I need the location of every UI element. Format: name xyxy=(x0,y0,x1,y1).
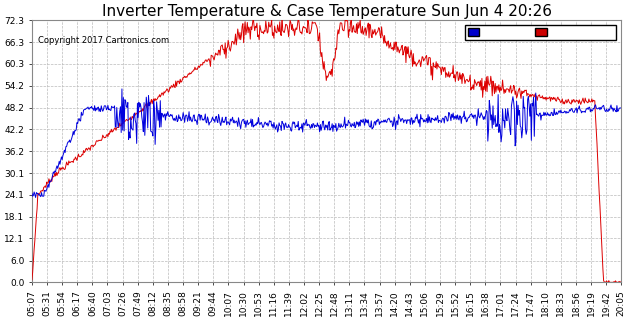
Title: Inverter Temperature & Case Temperature Sun Jun 4 20:26: Inverter Temperature & Case Temperature … xyxy=(101,4,552,19)
Legend: Case  (°C), Inverter  (°C): Case (°C), Inverter (°C) xyxy=(465,25,617,40)
Text: Copyright 2017 Cartronics.com: Copyright 2017 Cartronics.com xyxy=(38,36,169,45)
